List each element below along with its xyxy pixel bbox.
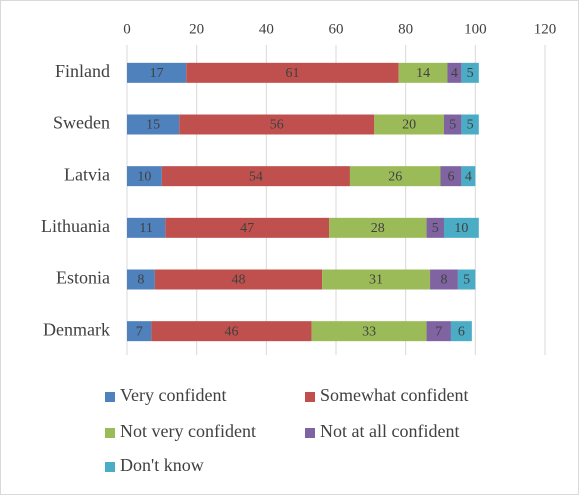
bar-segment	[322, 269, 431, 290]
data-label: 6	[447, 169, 454, 184]
bar-segment	[443, 114, 462, 135]
data-label: 17	[150, 66, 164, 81]
bar-segment	[398, 62, 448, 83]
x-tick-label: 40	[259, 21, 274, 37]
bar-segment	[154, 269, 323, 290]
data-label: 48	[231, 273, 245, 288]
data-label: 6	[458, 324, 465, 339]
data-label: 4	[465, 169, 472, 184]
bar-segment	[443, 217, 479, 238]
data-label: 5	[449, 118, 456, 133]
data-label: 11	[139, 221, 152, 236]
data-label: 14	[416, 66, 430, 81]
data-label: 4	[451, 66, 458, 81]
bar-segment	[127, 114, 180, 135]
legend-label: Not very confident	[120, 421, 256, 441]
bar-segment	[127, 166, 162, 187]
bar-segment	[349, 166, 441, 187]
legend-swatch	[305, 392, 315, 402]
data-label: 10	[137, 169, 151, 184]
legend-label: Don't know	[120, 455, 204, 475]
data-label: 31	[369, 273, 383, 288]
data-label: 8	[440, 273, 447, 288]
bar-segment	[151, 321, 312, 342]
data-label: 5	[432, 221, 439, 236]
data-label: 8	[137, 273, 144, 288]
data-label: 28	[371, 221, 385, 236]
y-tick-label: Finland	[55, 61, 110, 81]
bar-segment	[426, 321, 451, 342]
bar-segment	[450, 321, 472, 342]
y-tick-label: Sweden	[53, 113, 110, 133]
bar-segment	[457, 269, 476, 290]
legend-label: Somewhat confident	[320, 385, 468, 405]
y-tick-label: Lithuania	[41, 216, 110, 236]
bar-segment	[127, 321, 152, 342]
bar-segment	[179, 114, 375, 135]
bar-segment	[461, 114, 479, 135]
data-label: 56	[270, 118, 284, 133]
data-label: 5	[463, 273, 470, 288]
bar-segment	[161, 166, 350, 187]
bar-segment	[311, 321, 427, 342]
data-label: 7	[435, 324, 442, 339]
data-label: 46	[225, 324, 239, 339]
x-tick-label: 0	[123, 21, 131, 37]
x-tick-label: 100	[464, 21, 487, 37]
x-tick-label: 120	[534, 21, 557, 37]
bar-segment	[461, 166, 476, 187]
bar-segment	[430, 269, 458, 290]
data-label: 26	[388, 169, 402, 184]
bar-segment	[374, 114, 444, 135]
data-label: 61	[285, 66, 299, 81]
data-label: 10	[454, 221, 468, 236]
bar-segment	[426, 217, 444, 238]
bar-segment	[127, 217, 166, 238]
bar-segment	[447, 62, 462, 83]
data-label: 7	[136, 324, 143, 339]
y-tick-label: Denmark	[43, 319, 110, 339]
data-label: 33	[362, 324, 376, 339]
legend-label: Very confident	[120, 385, 226, 405]
data-label: 20	[402, 118, 416, 133]
data-label: 47	[240, 221, 254, 236]
bar-segment	[165, 217, 330, 238]
data-label: 5	[467, 66, 474, 81]
legend-label: Not at all confident	[320, 421, 459, 441]
bar-segment	[127, 269, 155, 290]
data-label: 5	[467, 118, 474, 133]
legend-swatch	[105, 392, 115, 402]
legend-swatch	[105, 462, 115, 472]
bar-segment	[440, 166, 462, 187]
data-label: 54	[249, 169, 263, 184]
x-tick-label: 20	[189, 21, 204, 37]
bar-segment	[127, 62, 187, 83]
y-tick-label: Estonia	[56, 268, 110, 288]
legend-swatch	[305, 428, 315, 438]
x-tick-label: 60	[329, 21, 344, 37]
data-label: 15	[146, 118, 160, 133]
y-tick-label: Latvia	[64, 164, 110, 184]
bar-segment	[329, 217, 427, 238]
x-tick-label: 80	[398, 21, 413, 37]
bar-segment	[186, 62, 399, 83]
bar-segment	[461, 62, 479, 83]
legend-swatch	[105, 428, 115, 438]
